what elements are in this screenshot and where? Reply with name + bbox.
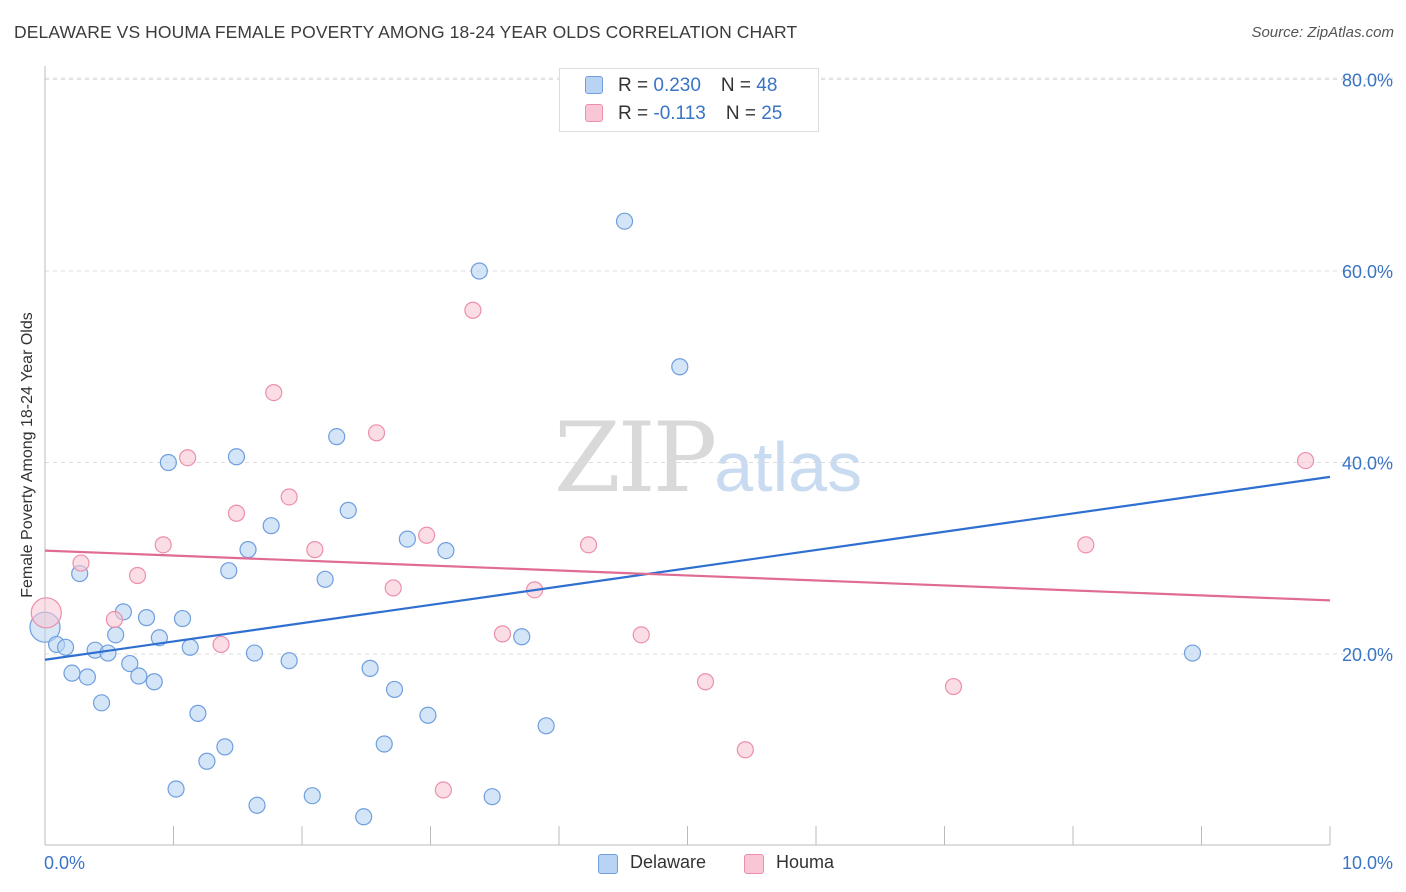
watermark-zip: ZIP xyxy=(554,402,717,514)
houma-point xyxy=(418,526,436,544)
n-value-delaware: 48 xyxy=(756,75,778,96)
delaware-legend-label: Delaware xyxy=(630,852,707,872)
x-tick-label: 10.0% xyxy=(1342,853,1393,873)
delaware-point xyxy=(355,808,373,826)
delaware-trend-line xyxy=(44,475,1331,661)
delaware-point xyxy=(173,609,192,628)
houma-swatch xyxy=(585,104,603,122)
y-tick-label: 40.0% xyxy=(1342,454,1393,474)
delaware-point xyxy=(145,673,163,691)
x-tick-label: 0.0% xyxy=(44,853,85,873)
source-credit: Source: ZipAtlas.com xyxy=(1251,24,1394,41)
delaware-point xyxy=(63,664,81,682)
delaware-point xyxy=(239,541,257,559)
delaware-point xyxy=(1183,644,1202,662)
delaware-point xyxy=(316,570,334,588)
houma-point xyxy=(179,449,197,467)
houma-point xyxy=(384,579,402,597)
n-value-houma: 25 xyxy=(761,103,783,124)
delaware-point xyxy=(615,212,634,230)
delaware-point xyxy=(220,562,238,580)
houma-point xyxy=(464,301,482,319)
houma-point xyxy=(265,384,283,402)
houma-point xyxy=(1296,451,1315,470)
watermark-atlas: atlas xyxy=(714,428,863,506)
houma-point xyxy=(227,504,246,522)
y-tick-label: 80.0% xyxy=(1342,71,1393,91)
houma-point xyxy=(696,673,715,691)
houma-trend-line xyxy=(44,549,1331,602)
houma-point xyxy=(434,781,452,799)
delaware-point xyxy=(671,358,689,376)
houma-point xyxy=(212,635,230,654)
delaware-point xyxy=(419,706,437,724)
chart-title: DELAWARE VS HOUMA FEMALE POVERTY AMONG 1… xyxy=(14,22,798,42)
delaware-point xyxy=(513,628,531,646)
houma-point xyxy=(736,741,754,759)
delaware-point xyxy=(107,626,125,644)
delaware-point xyxy=(56,638,75,656)
houma-point xyxy=(128,566,147,585)
y-tick-label: 60.0% xyxy=(1342,262,1393,282)
delaware-point xyxy=(248,796,266,814)
delaware-point xyxy=(130,667,148,685)
delaware-point xyxy=(181,638,199,656)
r-value-delaware: 0.230 xyxy=(653,75,701,96)
delaware-point xyxy=(167,780,185,798)
correlation-legend: R = 0.230 N = 48 R = -0.113 N = 25 xyxy=(559,68,819,132)
delaware-point xyxy=(385,680,404,699)
y-tick-label: 20.0% xyxy=(1342,645,1393,665)
delaware-point xyxy=(280,652,298,670)
houma-point xyxy=(154,536,172,554)
delaware-point xyxy=(189,704,207,722)
delaware-point xyxy=(303,787,321,805)
delaware-swatch xyxy=(585,76,603,94)
houma-legend-label: Houma xyxy=(776,852,835,872)
houma-legend-swatch xyxy=(744,854,764,874)
delaware-point xyxy=(198,752,216,770)
delaware-point xyxy=(437,541,455,560)
delaware-point xyxy=(537,717,555,735)
delaware-point xyxy=(99,644,117,662)
delaware-point xyxy=(78,668,97,686)
r-value-houma: -0.113 xyxy=(653,103,706,124)
houma-point xyxy=(72,554,90,572)
delaware-point xyxy=(483,788,501,806)
delaware-point xyxy=(227,448,246,466)
delaware-point xyxy=(150,629,168,647)
delaware-point xyxy=(216,738,234,756)
delaware-point xyxy=(375,735,393,753)
delaware-point xyxy=(361,659,379,677)
houma-point xyxy=(105,610,123,629)
delaware-point xyxy=(121,654,139,673)
delaware-legend-swatch xyxy=(598,854,618,874)
houma-point xyxy=(306,541,324,559)
delaware-point xyxy=(328,428,346,446)
n-label: N = xyxy=(725,103,762,124)
watermark: ZIPatlas xyxy=(554,402,862,514)
delaware-point xyxy=(137,609,156,627)
delaware-point xyxy=(262,517,280,535)
houma-point xyxy=(280,488,298,506)
r-label: R = xyxy=(618,103,654,124)
houma-point xyxy=(493,625,512,643)
delaware-point xyxy=(159,453,177,472)
delaware-point xyxy=(398,530,416,548)
delaware-point xyxy=(92,694,111,712)
houma-point xyxy=(30,597,62,629)
delaware-point xyxy=(339,501,357,519)
houma-point xyxy=(1077,536,1095,554)
delaware-point xyxy=(245,644,264,662)
delaware-point xyxy=(470,262,488,280)
n-label: N = xyxy=(720,75,757,96)
houma-point xyxy=(367,424,386,442)
houma-point xyxy=(579,536,598,554)
houma-point xyxy=(944,677,963,696)
houma-point xyxy=(632,626,650,644)
r-label: R = xyxy=(618,75,654,96)
